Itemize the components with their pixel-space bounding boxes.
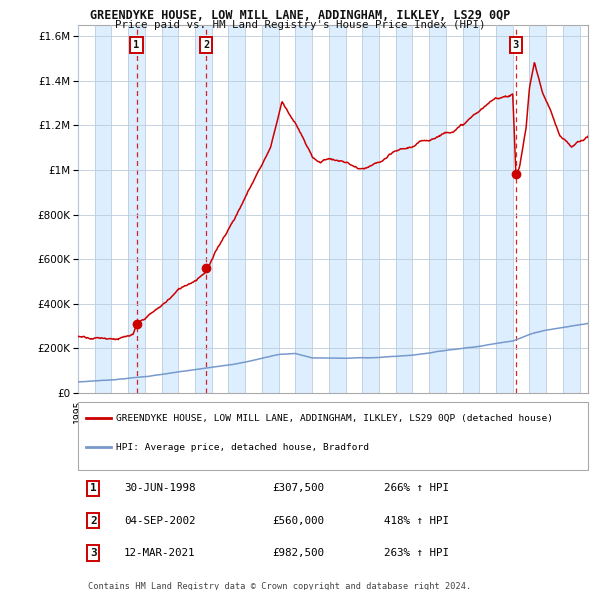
Bar bbox=[412, 25, 429, 393]
Text: £307,500: £307,500 bbox=[272, 483, 324, 493]
Bar bbox=[161, 25, 178, 393]
Text: 3: 3 bbox=[513, 40, 519, 50]
Bar bbox=[479, 25, 496, 393]
Text: 3: 3 bbox=[90, 548, 97, 558]
Bar bbox=[245, 25, 262, 393]
Text: 1: 1 bbox=[90, 483, 97, 493]
Bar bbox=[446, 25, 463, 393]
Bar bbox=[396, 25, 412, 393]
Bar bbox=[278, 25, 295, 393]
Bar bbox=[195, 25, 212, 393]
Bar bbox=[212, 25, 229, 393]
Bar bbox=[229, 25, 245, 393]
Bar bbox=[580, 25, 588, 393]
Bar bbox=[78, 25, 95, 393]
Bar bbox=[95, 25, 112, 393]
Bar bbox=[563, 25, 580, 393]
Bar bbox=[379, 25, 396, 393]
Bar bbox=[496, 25, 513, 393]
Text: £560,000: £560,000 bbox=[272, 516, 324, 526]
Text: GREENDYKE HOUSE, LOW MILL LANE, ADDINGHAM, ILKLEY, LS29 0QP: GREENDYKE HOUSE, LOW MILL LANE, ADDINGHA… bbox=[90, 9, 510, 22]
FancyBboxPatch shape bbox=[78, 402, 588, 470]
Bar bbox=[295, 25, 312, 393]
Bar bbox=[178, 25, 195, 393]
Text: 2: 2 bbox=[203, 40, 209, 50]
Bar bbox=[312, 25, 329, 393]
Bar bbox=[513, 25, 529, 393]
Bar bbox=[463, 25, 479, 393]
Text: HPI: Average price, detached house, Bradford: HPI: Average price, detached house, Brad… bbox=[116, 442, 369, 451]
Bar bbox=[529, 25, 546, 393]
Text: £982,500: £982,500 bbox=[272, 548, 324, 558]
Text: Price paid vs. HM Land Registry's House Price Index (HPI): Price paid vs. HM Land Registry's House … bbox=[115, 20, 485, 30]
Bar bbox=[546, 25, 563, 393]
Text: 04-SEP-2002: 04-SEP-2002 bbox=[124, 516, 196, 526]
Text: GREENDYKE HOUSE, LOW MILL LANE, ADDINGHAM, ILKLEY, LS29 0QP (detached house): GREENDYKE HOUSE, LOW MILL LANE, ADDINGHA… bbox=[116, 414, 553, 423]
Text: 12-MAR-2021: 12-MAR-2021 bbox=[124, 548, 196, 558]
Bar bbox=[145, 25, 161, 393]
Bar bbox=[262, 25, 278, 393]
Text: 266% ↑ HPI: 266% ↑ HPI bbox=[384, 483, 449, 493]
Bar bbox=[346, 25, 362, 393]
Text: 418% ↑ HPI: 418% ↑ HPI bbox=[384, 516, 449, 526]
Bar bbox=[362, 25, 379, 393]
Text: 30-JUN-1998: 30-JUN-1998 bbox=[124, 483, 196, 493]
Bar bbox=[329, 25, 346, 393]
Bar bbox=[429, 25, 446, 393]
Text: 1: 1 bbox=[133, 40, 140, 50]
Bar bbox=[128, 25, 145, 393]
Text: 2: 2 bbox=[90, 516, 97, 526]
Text: 263% ↑ HPI: 263% ↑ HPI bbox=[384, 548, 449, 558]
Bar bbox=[112, 25, 128, 393]
Text: Contains HM Land Registry data © Crown copyright and database right 2024.
This d: Contains HM Land Registry data © Crown c… bbox=[88, 582, 472, 590]
